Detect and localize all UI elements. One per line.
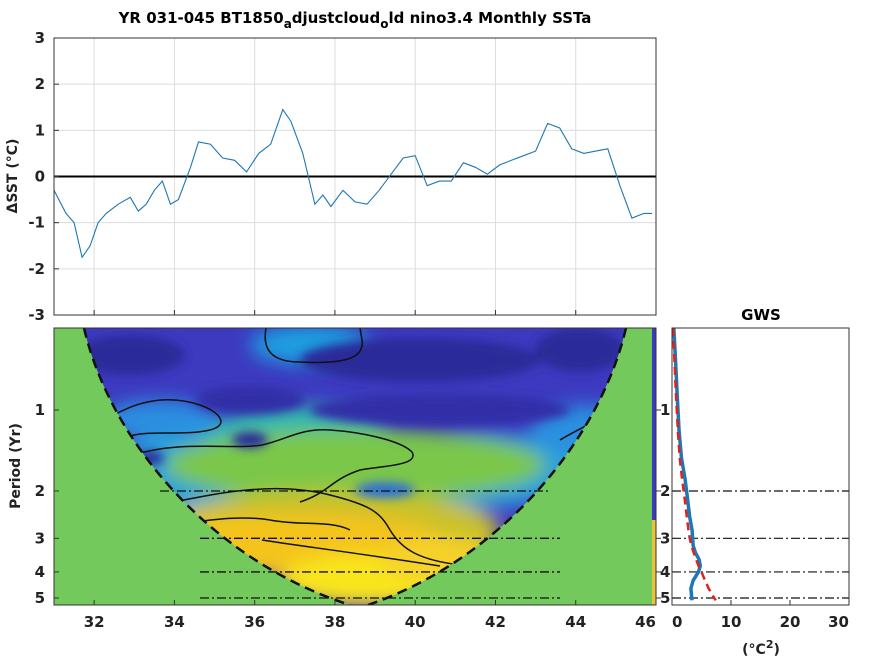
wavelet-panel: 1 12 23 34 45 5 32 34 36 38 40 42 44 46 Period (Yr) bbox=[8, 327, 671, 631]
wavelet-x-tick-label: 38 bbox=[324, 613, 345, 631]
wavelet-frame bbox=[53, 327, 657, 606]
timeseries-series bbox=[54, 108, 652, 259]
wavelet-reference-lines bbox=[160, 490, 560, 599]
timeseries-y-tick-label: -3 bbox=[28, 306, 45, 324]
wavelet-x-tick-label: 34 bbox=[164, 613, 185, 631]
gws-x-tick-label: 20 bbox=[780, 613, 801, 631]
gws-x-tick-label: 0 bbox=[672, 613, 682, 631]
wavelet-x-ticks: 32 34 36 38 40 42 44 46 bbox=[84, 600, 657, 631]
timeseries-y-tick-label: -1 bbox=[28, 214, 45, 232]
timeseries-panel: -3 -2 -1 0 1 2 3 ΔSST (°C) bbox=[5, 29, 657, 324]
gws-series bbox=[672, 328, 717, 601]
wavelet-y-ticks: 1 1 2 2 3 3 4 4 5 5 bbox=[35, 401, 671, 607]
timeseries-y-tick-label: 2 bbox=[35, 75, 45, 93]
gws-x-tick-label: 30 bbox=[828, 613, 849, 631]
wavelet-y-tick-label: 5 bbox=[35, 589, 45, 607]
title-sub2: o bbox=[380, 17, 388, 31]
wavelet-x-tick-label: 40 bbox=[405, 613, 426, 631]
wavelet-x-tick-label: 36 bbox=[244, 613, 265, 631]
gws-panel: GWS 0 10 20 30 (°C2) bbox=[671, 306, 850, 656]
wavelet-x-tick-label: 42 bbox=[485, 613, 506, 631]
sst-anomaly-line bbox=[54, 108, 652, 259]
chart-title: YR 031-045 BT1850adjustcloudold nino3.4 … bbox=[118, 9, 592, 31]
coi-boundary bbox=[82, 328, 628, 605]
timeseries-y-tick-label: 1 bbox=[35, 121, 45, 139]
wavelet-x-tick-label: 32 bbox=[84, 613, 105, 631]
title-sub1: a bbox=[284, 17, 292, 31]
gws-significance-line bbox=[672, 328, 717, 601]
gws-x-label: (°C2) bbox=[742, 638, 780, 656]
gws-title: GWS bbox=[741, 306, 781, 324]
gws-spectrum-line bbox=[672, 328, 703, 601]
wavelet-y-tick-label: 3 bbox=[35, 529, 45, 547]
wavelet-heatmap bbox=[54, 328, 656, 605]
title-main: YR 031-045 BT1850 bbox=[118, 9, 284, 27]
timeseries-y-ticks: -3 -2 -1 0 1 2 3 bbox=[28, 29, 59, 324]
timeseries-y-label: ΔSST (°C) bbox=[5, 139, 21, 214]
gws-x-tick-label: 10 bbox=[721, 613, 742, 631]
coi-right bbox=[368, 328, 656, 605]
timeseries-y-tick-label: -2 bbox=[28, 260, 45, 278]
wavelet-y-label: Period (Yr) bbox=[8, 423, 24, 509]
wavelet-right-tick-label: 2 bbox=[660, 482, 670, 500]
wavelet-right-tick-label: 3 bbox=[660, 529, 670, 547]
timeseries-y-tick-label: 3 bbox=[35, 29, 45, 47]
wavelet-right-tick-label: 5 bbox=[660, 589, 670, 607]
gws-frame bbox=[671, 327, 850, 606]
title-end: ld nino3.4 Monthly SSTa bbox=[388, 9, 591, 27]
wavelet-right-tick-label: 1 bbox=[660, 401, 670, 419]
gws-x-ticks: 0 10 20 30 bbox=[671, 600, 850, 631]
gws-plot-area bbox=[672, 328, 849, 605]
wavelet-right-tick-label: 4 bbox=[660, 563, 670, 581]
wavelet-x-tick-label: 46 bbox=[635, 613, 656, 631]
wavelet-y-tick-label: 1 bbox=[35, 401, 45, 419]
title-mid: djustcloud bbox=[292, 9, 380, 27]
wavelet-x-tick-label: 44 bbox=[565, 613, 586, 631]
wavelet-y-tick-label: 4 bbox=[35, 563, 45, 581]
gws-reference-lines bbox=[672, 490, 849, 599]
timeseries-y-tick-label: 0 bbox=[35, 168, 45, 186]
wavelet-y-tick-label: 2 bbox=[35, 482, 45, 500]
coi-left bbox=[54, 328, 350, 605]
